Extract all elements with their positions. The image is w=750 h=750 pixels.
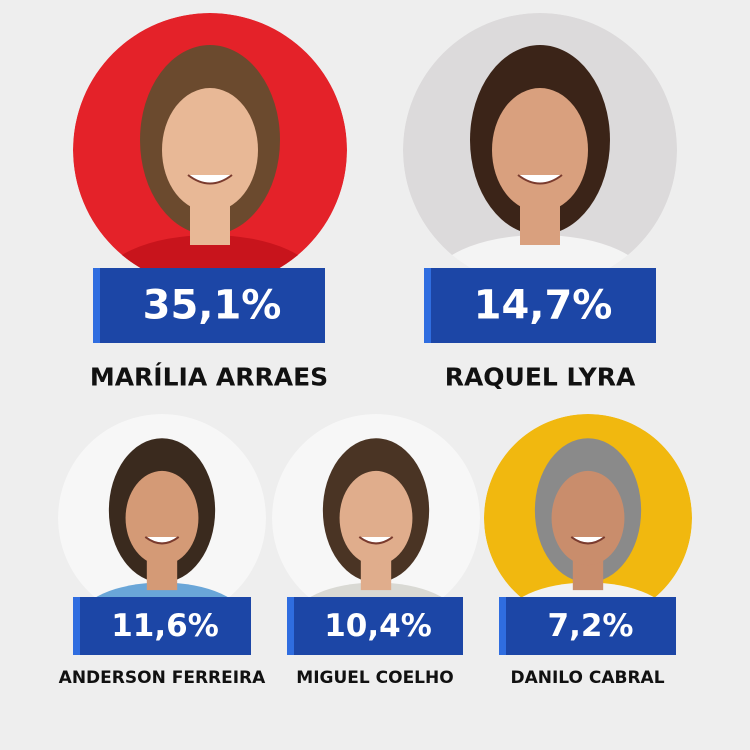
candidate-card: 7,2% DANILO CABRAL <box>484 414 692 688</box>
percent-box <box>499 597 676 655</box>
percent-box-accent <box>73 597 80 655</box>
face <box>339 470 413 566</box>
percent-box-accent <box>287 597 294 655</box>
smile <box>358 536 394 545</box>
candidate-name: ANDERSON FERREIRA <box>59 668 266 688</box>
candidate-name: MARÍLIA ARRAES <box>90 363 328 392</box>
face <box>551 470 625 566</box>
face <box>162 88 258 212</box>
percent-label: 10,4% <box>324 608 432 644</box>
candidate-name: MIGUEL COELHO <box>296 668 453 688</box>
smile <box>517 174 563 185</box>
percent-box-accent <box>93 268 100 343</box>
percent-label: 14,7% <box>474 283 613 329</box>
percent-box-accent <box>424 268 431 343</box>
percent-label: 35,1% <box>143 283 282 329</box>
candidate-name: DANILO CABRAL <box>510 668 664 688</box>
candidate-name: RAQUEL LYRA <box>445 363 636 392</box>
percent-box <box>93 268 325 343</box>
percent-box <box>73 597 251 655</box>
percent-box <box>287 597 463 655</box>
smile <box>187 174 233 185</box>
candidate-card: 11,6% ANDERSON FERREIRA <box>58 414 266 688</box>
face <box>125 470 199 566</box>
percent-box-accent <box>499 597 506 655</box>
percent-label: 7,2% <box>548 608 634 644</box>
percent-label: 11,6% <box>111 608 219 644</box>
smile <box>570 536 606 545</box>
percent-box <box>424 268 656 343</box>
candidate-card: 35,1% MARÍLIA ARRAES <box>73 13 347 392</box>
candidate-card: 14,7% RAQUEL LYRA <box>403 13 677 392</box>
face <box>492 88 588 212</box>
candidate-photo <box>73 13 347 287</box>
candidate-card: 10,4% MIGUEL COELHO <box>272 414 480 688</box>
smile <box>144 536 180 545</box>
